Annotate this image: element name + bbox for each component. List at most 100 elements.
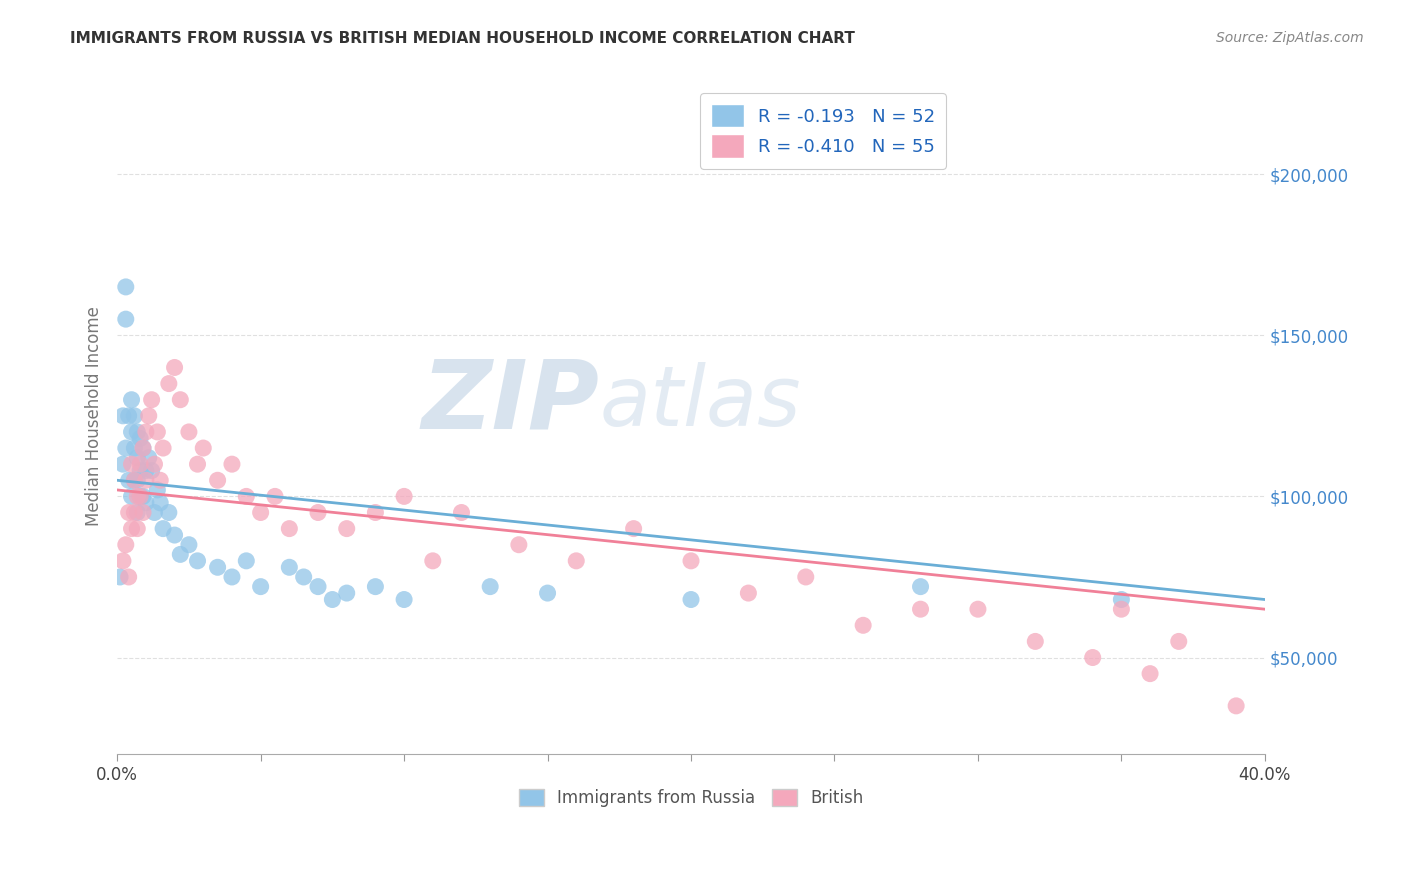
Point — [132, 506, 155, 520]
Point — [146, 425, 169, 439]
Point — [129, 464, 152, 478]
Point — [249, 580, 271, 594]
Point — [193, 441, 215, 455]
Point — [124, 409, 146, 423]
Point — [118, 506, 141, 520]
Text: IMMIGRANTS FROM RUSSIA VS BRITISH MEDIAN HOUSEHOLD INCOME CORRELATION CHART: IMMIGRANTS FROM RUSSIA VS BRITISH MEDIAN… — [70, 31, 855, 46]
Point — [1111, 602, 1133, 616]
Point — [336, 586, 359, 600]
Point — [135, 473, 157, 487]
Point — [307, 506, 329, 520]
Point — [278, 522, 301, 536]
Point — [127, 522, 149, 536]
Point — [1111, 592, 1133, 607]
Point — [138, 409, 160, 423]
Point — [124, 473, 146, 487]
Point — [118, 409, 141, 423]
Point — [336, 522, 359, 536]
Point — [536, 586, 558, 600]
Point — [132, 489, 155, 503]
Point — [450, 506, 472, 520]
Point — [278, 560, 301, 574]
Point — [392, 592, 415, 607]
Point — [135, 496, 157, 510]
Point — [1225, 698, 1247, 713]
Point — [1081, 650, 1104, 665]
Point — [737, 586, 759, 600]
Point — [141, 464, 163, 478]
Point — [141, 392, 163, 407]
Point — [169, 392, 191, 407]
Point — [127, 489, 149, 503]
Point — [479, 580, 502, 594]
Point — [623, 522, 645, 536]
Text: atlas: atlas — [599, 362, 801, 442]
Point — [114, 441, 136, 455]
Point — [149, 496, 172, 510]
Point — [221, 570, 243, 584]
Point — [321, 592, 343, 607]
Point — [143, 457, 166, 471]
Point — [143, 506, 166, 520]
Point — [177, 425, 200, 439]
Point — [852, 618, 875, 632]
Point — [910, 602, 932, 616]
Point — [138, 450, 160, 465]
Text: Source: ZipAtlas.com: Source: ZipAtlas.com — [1216, 31, 1364, 45]
Point — [235, 554, 257, 568]
Point — [111, 457, 134, 471]
Point — [129, 457, 152, 471]
Point — [186, 457, 208, 471]
Point — [129, 489, 152, 503]
Point — [221, 457, 243, 471]
Point — [364, 506, 387, 520]
Point — [152, 522, 174, 536]
Legend: Immigrants from Russia, British: Immigrants from Russia, British — [512, 782, 870, 814]
Point — [111, 409, 134, 423]
Point — [264, 489, 287, 503]
Point — [177, 538, 200, 552]
Point — [146, 483, 169, 497]
Point — [163, 360, 186, 375]
Point — [121, 522, 143, 536]
Point — [392, 489, 415, 503]
Point — [249, 506, 271, 520]
Point — [149, 473, 172, 487]
Point — [679, 592, 702, 607]
Point — [127, 473, 149, 487]
Point — [132, 441, 155, 455]
Point — [235, 489, 257, 503]
Point — [129, 431, 152, 445]
Point — [422, 554, 444, 568]
Point — [108, 570, 131, 584]
Point — [679, 554, 702, 568]
Point — [207, 560, 229, 574]
Point — [129, 489, 152, 503]
Point — [118, 570, 141, 584]
Point — [118, 473, 141, 487]
Point — [364, 580, 387, 594]
Point — [207, 473, 229, 487]
Point — [124, 506, 146, 520]
Point — [565, 554, 588, 568]
Point — [114, 312, 136, 326]
Point — [124, 473, 146, 487]
Point — [135, 464, 157, 478]
Point — [132, 441, 155, 455]
Point — [157, 506, 180, 520]
Point — [135, 425, 157, 439]
Point — [114, 538, 136, 552]
Point — [121, 457, 143, 471]
Point — [1024, 634, 1046, 648]
Point — [186, 554, 208, 568]
Point — [169, 548, 191, 562]
Point — [121, 489, 143, 503]
Point — [114, 280, 136, 294]
Point — [307, 580, 329, 594]
Point — [157, 376, 180, 391]
Point — [121, 425, 143, 439]
Point — [127, 425, 149, 439]
Point — [910, 580, 932, 594]
Point — [1139, 666, 1161, 681]
Point — [111, 554, 134, 568]
